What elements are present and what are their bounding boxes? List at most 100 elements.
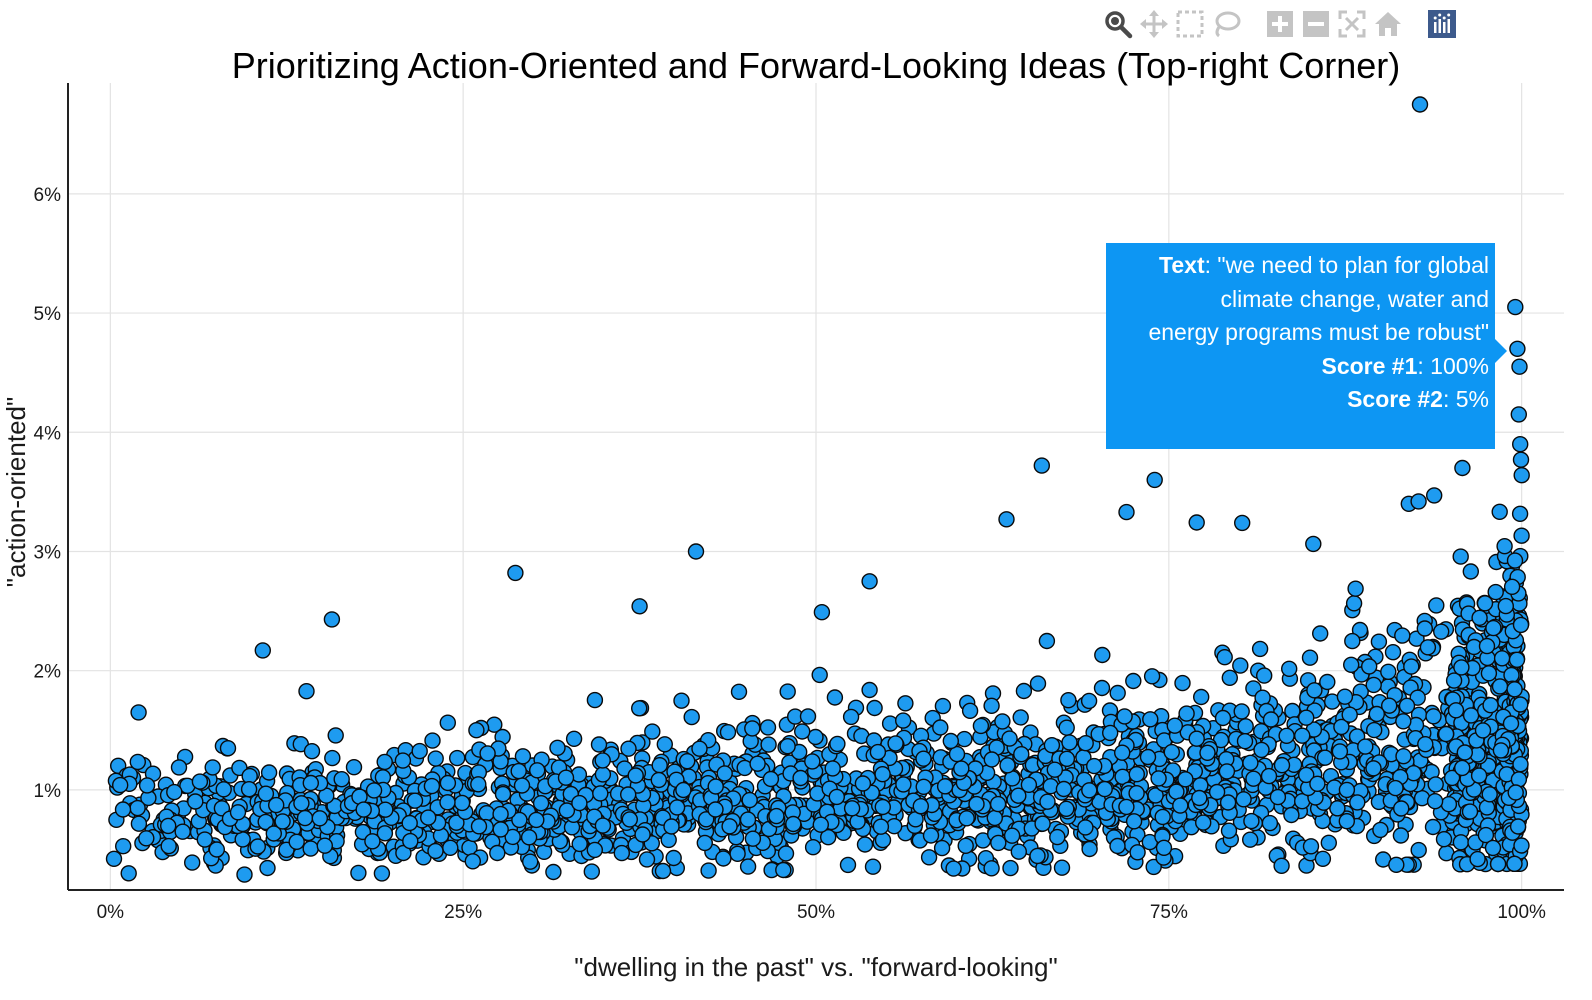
data-point[interactable]: [464, 853, 481, 870]
data-point[interactable]: [1049, 828, 1066, 846]
lasso-select-icon[interactable]: [1208, 6, 1244, 42]
data-point[interactable]: [716, 765, 733, 782]
data-point[interactable]: [208, 841, 226, 858]
data-point[interactable]: [1462, 707, 1480, 724]
data-point[interactable]: [1478, 637, 1496, 655]
data-point[interactable]: [1503, 666, 1520, 684]
data-point[interactable]: [229, 804, 247, 821]
data-point[interactable]: [159, 817, 177, 835]
data-point[interactable]: [265, 825, 282, 842]
data-point[interactable]: [470, 818, 488, 835]
data-point[interactable]: [698, 811, 715, 828]
data-point[interactable]: [129, 753, 147, 771]
data-point[interactable]: [1365, 760, 1382, 777]
data-point[interactable]: [323, 611, 341, 628]
data-point[interactable]: [183, 854, 201, 871]
data-point[interactable]: [1178, 705, 1195, 722]
data-point[interactable]: [887, 735, 904, 752]
data-point[interactable]: [1139, 748, 1157, 766]
data-point[interactable]: [1273, 857, 1290, 874]
data-point[interactable]: [494, 785, 512, 803]
data-point[interactable]: [377, 801, 394, 818]
data-point[interactable]: [828, 788, 845, 806]
data-point[interactable]: [934, 697, 952, 715]
data-point[interactable]: [1053, 859, 1071, 876]
data-point[interactable]: [1080, 692, 1098, 710]
data-point[interactable]: [1384, 644, 1402, 661]
pan-icon[interactable]: [1136, 6, 1172, 42]
data-point[interactable]: [1150, 770, 1167, 787]
data-point[interactable]: [1188, 730, 1205, 747]
data-point[interactable]: [1333, 718, 1350, 736]
data-point[interactable]: [1509, 818, 1527, 835]
data-point[interactable]: [1245, 770, 1262, 787]
data-point[interactable]: [130, 815, 148, 832]
data-point[interactable]: [948, 745, 966, 763]
data-point[interactable]: [1351, 621, 1369, 639]
data-point[interactable]: [1440, 796, 1458, 813]
data-point[interactable]: [1002, 859, 1019, 877]
data-point[interactable]: [829, 735, 846, 753]
data-point[interactable]: [620, 740, 637, 757]
data-point[interactable]: [316, 837, 333, 854]
data-point[interactable]: [1410, 841, 1427, 859]
data-point[interactable]: [1216, 649, 1233, 666]
data-point[interactable]: [1507, 784, 1524, 801]
data-point[interactable]: [427, 842, 444, 860]
data-point[interactable]: [744, 830, 762, 847]
data-point[interactable]: [1003, 827, 1021, 844]
data-point[interactable]: [651, 757, 668, 774]
data-point[interactable]: [470, 776, 487, 793]
data-point[interactable]: [427, 750, 444, 767]
data-point[interactable]: [749, 755, 766, 772]
data-point[interactable]: [777, 845, 795, 862]
data-point[interactable]: [650, 771, 667, 789]
data-point[interactable]: [1496, 538, 1513, 555]
data-point[interactable]: [479, 745, 496, 762]
data-point[interactable]: [1380, 663, 1397, 680]
data-point[interactable]: [1489, 855, 1507, 873]
data-point[interactable]: [355, 801, 372, 818]
data-point[interactable]: [1511, 505, 1529, 522]
plotly-logo-icon[interactable]: [1424, 6, 1460, 42]
data-point[interactable]: [691, 740, 708, 757]
data-point[interactable]: [1309, 775, 1326, 792]
data-point[interactable]: [762, 770, 780, 788]
data-point[interactable]: [174, 823, 191, 840]
data-point[interactable]: [1425, 487, 1443, 504]
data-point[interactable]: [1042, 778, 1059, 795]
data-point[interactable]: [1365, 721, 1383, 739]
data-point[interactable]: [872, 818, 890, 835]
data-point[interactable]: [812, 816, 829, 833]
data-point[interactable]: [874, 798, 891, 816]
data-point[interactable]: [1338, 813, 1356, 830]
data-point[interactable]: [912, 798, 929, 815]
data-point[interactable]: [1344, 632, 1361, 650]
data-point[interactable]: [989, 795, 1007, 813]
data-point[interactable]: [448, 814, 465, 831]
data-point[interactable]: [779, 738, 796, 755]
data-point[interactable]: [492, 821, 509, 838]
data-point[interactable]: [785, 815, 802, 833]
data-point[interactable]: [1055, 780, 1073, 798]
data-point[interactable]: [424, 732, 441, 749]
data-point[interactable]: [1370, 633, 1388, 650]
zoom-out-icon[interactable]: [1298, 6, 1334, 42]
data-point[interactable]: [401, 814, 418, 832]
data-point[interactable]: [1509, 340, 1526, 357]
data-point[interactable]: [813, 604, 831, 621]
data-point[interactable]: [1512, 616, 1530, 634]
data-point[interactable]: [510, 762, 527, 780]
data-point[interactable]: [288, 833, 305, 850]
data-point[interactable]: [631, 598, 648, 615]
data-point[interactable]: [1314, 850, 1332, 867]
data-point[interactable]: [1058, 800, 1075, 817]
data-point[interactable]: [1109, 684, 1126, 702]
data-point[interactable]: [1424, 818, 1442, 836]
data-point[interactable]: [504, 828, 521, 846]
data-point[interactable]: [114, 801, 132, 818]
data-point[interactable]: [350, 864, 367, 882]
data-point[interactable]: [1403, 658, 1420, 675]
data-point[interactable]: [768, 807, 785, 825]
